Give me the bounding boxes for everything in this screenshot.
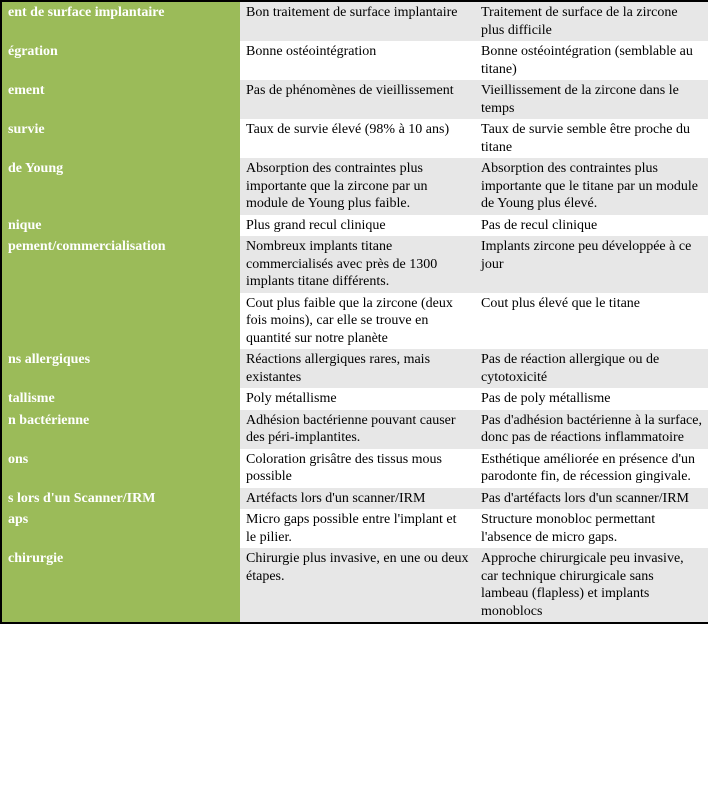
row-col-b: Taux de survie semble être proche du tit… xyxy=(475,119,708,158)
table-row: survieTaux de survie élevé (98% à 10 ans… xyxy=(1,119,708,158)
row-label: tallisme xyxy=(1,388,240,410)
row-col-a: Bon traitement de surface implantaire xyxy=(240,1,475,41)
row-col-b: Vieillissement de la zircone dans le tem… xyxy=(475,80,708,119)
row-col-a: Adhésion bactérienne pouvant causer des … xyxy=(240,410,475,449)
row-col-b: Esthétique améliorée en présence d'un pa… xyxy=(475,449,708,488)
row-col-a: Réactions allergiques rares, mais exista… xyxy=(240,349,475,388)
row-col-a: Coloration grisâtre des tissus mous poss… xyxy=(240,449,475,488)
row-col-b: Pas de réaction allergique ou de cytotox… xyxy=(475,349,708,388)
table-row: pement/commercialisationNombreux implant… xyxy=(1,236,708,293)
row-label: égration xyxy=(1,41,240,80)
row-label: ement xyxy=(1,80,240,119)
table-row: apsMicro gaps possible entre l'implant e… xyxy=(1,509,708,548)
row-label: ent de surface implantaire xyxy=(1,1,240,41)
table-row: niquePlus grand recul cliniquePas de rec… xyxy=(1,215,708,237)
row-label: s lors d'un Scanner/IRM xyxy=(1,488,240,510)
row-label: pement/commercialisation xyxy=(1,236,240,293)
table-row: égrationBonne ostéointégrationBonne osté… xyxy=(1,41,708,80)
table-row: s lors d'un Scanner/IRMArtéfacts lors d'… xyxy=(1,488,708,510)
table-row: Cout plus faible que la zircone (deux fo… xyxy=(1,293,708,350)
row-col-a: Plus grand recul clinique xyxy=(240,215,475,237)
table-row: ent de surface implantaireBon traitement… xyxy=(1,1,708,41)
row-col-a: Absorption des contraintes plus importan… xyxy=(240,158,475,215)
row-col-b: Pas de recul clinique xyxy=(475,215,708,237)
row-label: survie xyxy=(1,119,240,158)
row-label: de Young xyxy=(1,158,240,215)
row-col-b: Traitement de surface de la zircone plus… xyxy=(475,1,708,41)
row-col-a: Cout plus faible que la zircone (deux fo… xyxy=(240,293,475,350)
row-label xyxy=(1,293,240,350)
row-col-b: Pas de poly métallisme xyxy=(475,388,708,410)
table-row: n bactérienneAdhésion bactérienne pouvan… xyxy=(1,410,708,449)
row-col-a: Taux de survie élevé (98% à 10 ans) xyxy=(240,119,475,158)
row-col-b: Pas d'adhésion bactérienne à la surface,… xyxy=(475,410,708,449)
comparison-table: ent de surface implantaireBon traitement… xyxy=(0,0,708,624)
table-row: ns allergiquesRéactions allergiques rare… xyxy=(1,349,708,388)
table-row: tallismePoly métallismePas de poly métal… xyxy=(1,388,708,410)
row-col-a: Artéfacts lors d'un scanner/IRM xyxy=(240,488,475,510)
row-col-b: Cout plus élevé que le titane xyxy=(475,293,708,350)
row-col-b: Implants zircone peu développée à ce jou… xyxy=(475,236,708,293)
row-label: chirurgie xyxy=(1,548,240,623)
table-row: chirurgieChirurgie plus invasive, en une… xyxy=(1,548,708,623)
table-row: onsColoration grisâtre des tissus mous p… xyxy=(1,449,708,488)
row-label: ons xyxy=(1,449,240,488)
row-label: aps xyxy=(1,509,240,548)
row-label: n bactérienne xyxy=(1,410,240,449)
row-label: nique xyxy=(1,215,240,237)
table-row: ementPas de phénomènes de vieillissement… xyxy=(1,80,708,119)
row-label: ns allergiques xyxy=(1,349,240,388)
row-col-a: Pas de phénomènes de vieillissement xyxy=(240,80,475,119)
row-col-a: Poly métallisme xyxy=(240,388,475,410)
row-col-b: Structure monobloc permettant l'absence … xyxy=(475,509,708,548)
row-col-a: Micro gaps possible entre l'implant et l… xyxy=(240,509,475,548)
row-col-a: Nombreux implants titane commercialisés … xyxy=(240,236,475,293)
row-col-b: Approche chirurgicale peu invasive, car … xyxy=(475,548,708,623)
table-row: de YoungAbsorption des contraintes plus … xyxy=(1,158,708,215)
row-col-a: Bonne ostéointégration xyxy=(240,41,475,80)
row-col-b: Bonne ostéointégration (semblable au tit… xyxy=(475,41,708,80)
row-col-b: Absorption des contraintes plus importan… xyxy=(475,158,708,215)
row-col-b: Pas d'artéfacts lors d'un scanner/IRM xyxy=(475,488,708,510)
row-col-a: Chirurgie plus invasive, en une ou deux … xyxy=(240,548,475,623)
